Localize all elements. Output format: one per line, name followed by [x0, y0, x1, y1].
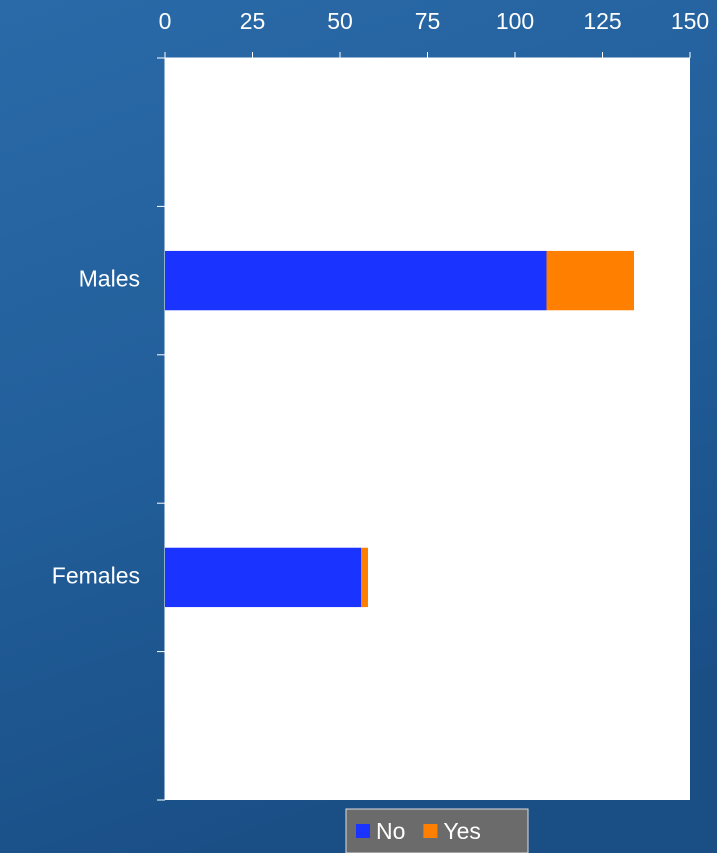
x-tick-label: 100	[496, 8, 534, 34]
bar	[165, 250, 547, 311]
bar	[546, 250, 634, 311]
legend-label: Yes	[443, 818, 481, 844]
x-tick-label: 75	[415, 8, 441, 34]
y-tick-label: Females	[52, 562, 140, 588]
y-tick-label: Males	[79, 266, 140, 292]
x-tick-label: 150	[671, 8, 709, 34]
legend-label: No	[376, 818, 405, 844]
bar	[165, 547, 361, 608]
legend-swatch	[423, 824, 438, 838]
x-tick-label: 25	[240, 8, 266, 34]
plot-area	[165, 58, 690, 800]
x-tick-label: 0	[159, 8, 172, 34]
x-tick-label: 125	[583, 8, 621, 34]
legend-swatch	[356, 824, 370, 838]
x-tick-label: 50	[327, 8, 353, 34]
bar	[361, 547, 368, 608]
